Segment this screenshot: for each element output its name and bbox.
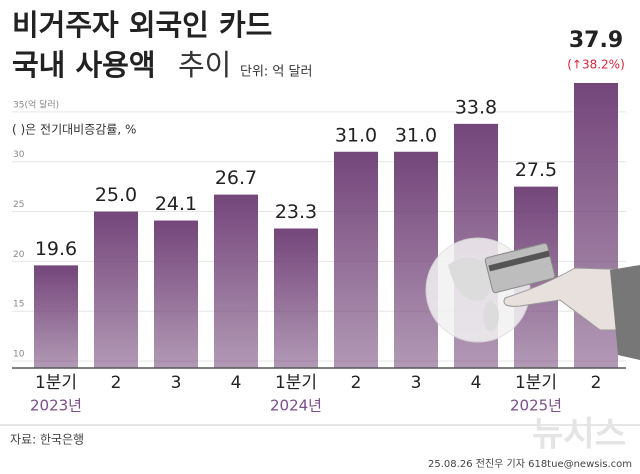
bar bbox=[154, 220, 198, 368]
value-label: 31.0 bbox=[395, 124, 437, 146]
bar bbox=[94, 211, 138, 368]
plot-area: 10 15 20 25 30 35(억 달러) 19.6 1분기 2023년 25.0 2 24.1 3… bbox=[12, 28, 626, 415]
x-tick-label: 4 bbox=[231, 373, 242, 393]
x-tick-label: 3 bbox=[171, 373, 182, 393]
value-label: 24.1 bbox=[155, 193, 197, 215]
value-label: 27.5 bbox=[515, 159, 557, 181]
x-tick-label: 3 bbox=[411, 373, 422, 393]
note: ( )은 전기대비증감률, % bbox=[12, 123, 136, 137]
x-tick-label: 2 bbox=[591, 373, 602, 393]
x-tick-label: 1분기 bbox=[275, 373, 317, 393]
x-tick-label: 2 bbox=[351, 373, 362, 393]
year-label: 2024년 bbox=[270, 397, 322, 415]
chart-title: 비거주자 외국인 카드 bbox=[12, 8, 272, 42]
globe-land bbox=[448, 257, 499, 331]
y-tick-label: 15 bbox=[13, 300, 24, 310]
bar bbox=[274, 228, 318, 368]
y-tick-label: 35(억 달러) bbox=[13, 98, 59, 110]
hand bbox=[503, 267, 640, 331]
y-tick-label: 25 bbox=[13, 200, 24, 210]
chart-title-line2: 국내 사용액 bbox=[12, 48, 156, 82]
year-label: 2025년 bbox=[510, 397, 562, 415]
bar bbox=[214, 194, 258, 368]
value-label: 31.0 bbox=[335, 124, 377, 146]
watermark: 뉴시스 bbox=[532, 415, 626, 455]
sleeve bbox=[610, 265, 640, 360]
bar bbox=[34, 265, 78, 368]
x-tick-label: 2 bbox=[111, 373, 122, 393]
illustration bbox=[425, 237, 640, 360]
x-tick-label: 4 bbox=[471, 373, 482, 393]
credit: 25.08.26 전진우 기자 618tue@newsis.com bbox=[428, 458, 632, 470]
bar bbox=[334, 151, 378, 368]
card-stripe bbox=[488, 250, 551, 272]
x-tick-label: 1분기 bbox=[35, 373, 77, 393]
year-label: 2023년 bbox=[30, 397, 82, 415]
value-label: 33.8 bbox=[455, 96, 497, 118]
source: 자료: 한국은행 bbox=[10, 432, 84, 447]
value-label: 26.7 bbox=[215, 167, 257, 189]
y-tick-label: 20 bbox=[13, 250, 25, 260]
x-tick-label: 1분기 bbox=[515, 373, 557, 393]
chart-title-suffix: 추이 bbox=[178, 48, 231, 82]
unit-label: 단위: 억 달러 bbox=[240, 65, 312, 80]
y-tick-label: 10 bbox=[13, 350, 25, 360]
value-label: 25.0 bbox=[95, 184, 137, 206]
value-label: 37.9 bbox=[569, 28, 623, 53]
bar bbox=[394, 151, 438, 368]
value-label: 23.3 bbox=[275, 201, 317, 223]
annotation: (↑38.2%) bbox=[567, 57, 625, 71]
value-label: 19.6 bbox=[35, 238, 77, 260]
y-tick-label: 30 bbox=[13, 150, 25, 160]
